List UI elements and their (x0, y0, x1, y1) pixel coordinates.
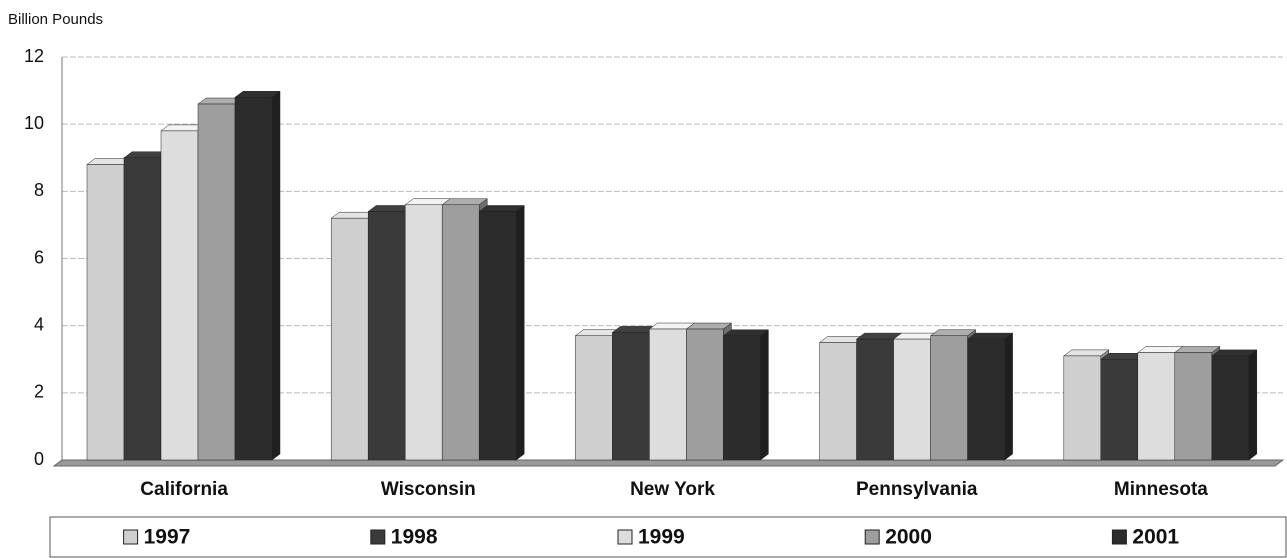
bar (819, 342, 857, 461)
bar (197, 103, 236, 461)
bar (1100, 359, 1139, 461)
y-tick-label: 2 (34, 382, 44, 402)
y-tick-label: 12 (24, 46, 44, 66)
bar-top (1211, 349, 1258, 357)
bar (441, 204, 480, 461)
y-tick-label: 10 (24, 113, 44, 133)
legend-label: 1998 (391, 526, 438, 549)
legend-box (49, 516, 1287, 558)
bar-top (929, 329, 977, 336)
bar-top (966, 332, 1014, 340)
y-tick-label: 6 (34, 247, 44, 267)
bar-side (515, 204, 525, 461)
bar-top (1174, 346, 1221, 353)
bar-top (234, 91, 281, 98)
bar (1174, 352, 1213, 461)
legend-swatch (123, 529, 139, 545)
legend-swatch (864, 529, 880, 545)
bar-top (685, 322, 733, 330)
bar (478, 211, 517, 461)
bar (575, 335, 613, 461)
bar-side (271, 90, 281, 461)
bar (612, 332, 650, 461)
floor (52, 459, 1285, 467)
bar (330, 217, 369, 461)
bar-side (760, 329, 769, 461)
x-tick-label: Wisconsin (381, 479, 476, 500)
bar (1137, 352, 1176, 461)
legend-label: 1997 (144, 526, 191, 549)
bar (1211, 355, 1250, 461)
bar (234, 97, 273, 461)
bar (967, 338, 1005, 461)
x-tick-label: Pennsylvania (856, 479, 978, 500)
bar (160, 130, 199, 461)
legend-label: 2001 (1132, 526, 1179, 549)
bar (123, 157, 162, 461)
legend-swatch (617, 529, 633, 545)
bar (893, 338, 931, 461)
bar (86, 164, 125, 461)
bar (367, 211, 406, 461)
bar-top (441, 198, 488, 206)
legend-swatch (1111, 529, 1127, 545)
bar (404, 204, 443, 461)
x-tick-label: New York (630, 479, 715, 500)
legend-label: 2000 (885, 526, 932, 549)
bar-side (1004, 332, 1013, 461)
bar (649, 328, 687, 461)
y-tick-label: 8 (34, 180, 44, 200)
legend-swatch (370, 529, 386, 545)
bar (723, 335, 761, 461)
bar-top (1063, 349, 1110, 357)
bar-top (722, 329, 770, 336)
bar-side (1248, 349, 1258, 461)
x-tick-label: Minnesota (1114, 479, 1208, 500)
bar-top (478, 205, 525, 212)
bar (1063, 355, 1102, 461)
y-axis-label: Billion Pounds (8, 11, 103, 28)
x-tick-label: California (140, 479, 228, 500)
bar (930, 335, 968, 461)
y-tick-label: 4 (34, 314, 44, 334)
bar (856, 338, 894, 461)
bar (686, 328, 724, 461)
legend-label: 1999 (638, 526, 685, 549)
y-tick-label: 0 (34, 449, 44, 469)
